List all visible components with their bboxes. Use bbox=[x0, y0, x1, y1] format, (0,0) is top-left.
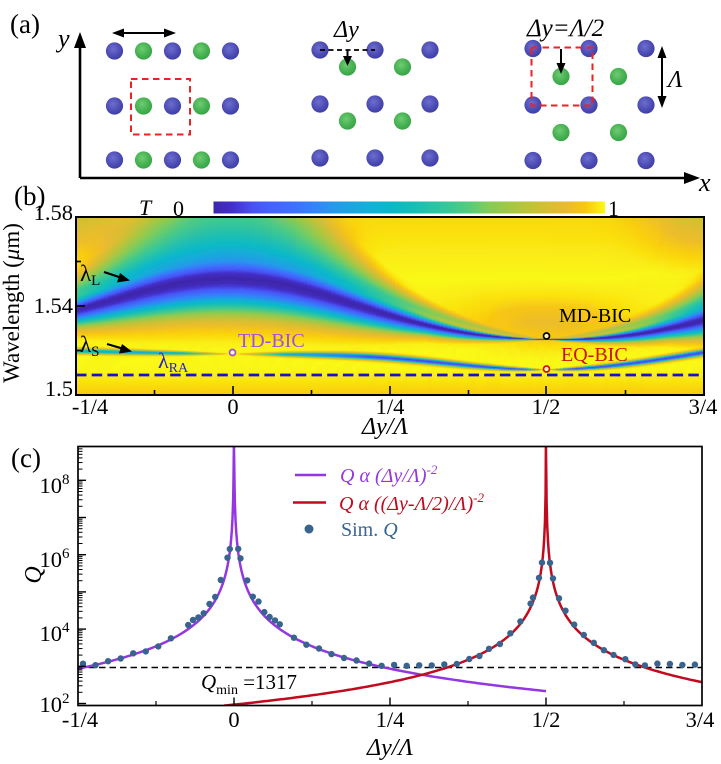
svg-text:x: x bbox=[698, 168, 711, 197]
svg-text:Λ: Λ bbox=[666, 67, 683, 93]
svg-text:10: 10 bbox=[40, 621, 63, 646]
svg-text:MD-BIC: MD-BIC bbox=[559, 305, 631, 327]
svg-text:2: 2 bbox=[62, 691, 70, 707]
svg-text:y: y bbox=[55, 24, 70, 53]
svg-text:1/2: 1/2 bbox=[532, 707, 561, 732]
svg-text:1.58: 1.58 bbox=[34, 200, 73, 225]
svg-text:Δy/Λ: Δy/Λ bbox=[366, 735, 413, 761]
svg-text:1: 1 bbox=[608, 196, 619, 221]
svg-text:1/4: 1/4 bbox=[376, 707, 405, 732]
svg-text:(b): (b) bbox=[14, 181, 45, 211]
svg-text:3/4: 3/4 bbox=[689, 394, 718, 419]
svg-text:Sim. Q: Sim. Q bbox=[341, 519, 398, 541]
svg-text:-1/4: -1/4 bbox=[62, 707, 98, 732]
svg-text:TD-BIC: TD-BIC bbox=[238, 330, 305, 352]
svg-text:1/4: 1/4 bbox=[376, 394, 405, 419]
svg-text:10: 10 bbox=[40, 473, 63, 498]
svg-text:Δy: Δy bbox=[333, 17, 359, 43]
svg-text:1/2: 1/2 bbox=[532, 394, 561, 419]
svg-text:T: T bbox=[139, 195, 153, 220]
svg-text:1.5: 1.5 bbox=[45, 376, 73, 401]
svg-text:(c): (c) bbox=[11, 443, 41, 473]
svg-text:10: 10 bbox=[40, 547, 63, 572]
svg-text:Δy/Λ: Δy/Λ bbox=[361, 414, 408, 440]
svg-text:Qmin =1317: Qmin =1317 bbox=[201, 670, 297, 698]
svg-text:6: 6 bbox=[62, 546, 70, 562]
svg-text:0: 0 bbox=[173, 196, 184, 221]
svg-text:Wavelength (μm): Wavelength (μm) bbox=[0, 223, 24, 383]
svg-text:EQ-BIC: EQ-BIC bbox=[561, 344, 628, 366]
svg-text:(a): (a) bbox=[10, 9, 40, 39]
svg-text:8: 8 bbox=[62, 472, 70, 488]
svg-text:0: 0 bbox=[228, 707, 239, 732]
svg-text:3/4: 3/4 bbox=[686, 707, 715, 732]
svg-text:-1/4: -1/4 bbox=[72, 394, 108, 419]
svg-text:10: 10 bbox=[40, 692, 63, 717]
svg-text:4: 4 bbox=[62, 620, 70, 636]
svg-text:0: 0 bbox=[227, 394, 238, 419]
svg-text:Δy=Λ/2: Δy=Λ/2 bbox=[526, 15, 604, 42]
svg-text:1.54: 1.54 bbox=[34, 293, 73, 318]
svg-text:Q: Q bbox=[21, 566, 47, 583]
svg-text:Q α ((Δy-Λ/2)/Λ)-2: Q α ((Δy-Λ/2)/Λ)-2 bbox=[339, 490, 484, 515]
svg-text:Q α (Δy/Λ)-2: Q α (Δy/Λ)-2 bbox=[340, 462, 438, 487]
